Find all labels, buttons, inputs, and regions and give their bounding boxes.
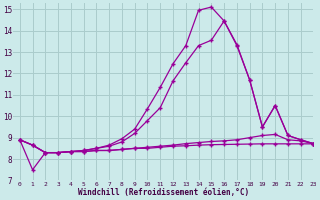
X-axis label: Windchill (Refroidissement éolien,°C): Windchill (Refroidissement éolien,°C) (78, 188, 249, 197)
